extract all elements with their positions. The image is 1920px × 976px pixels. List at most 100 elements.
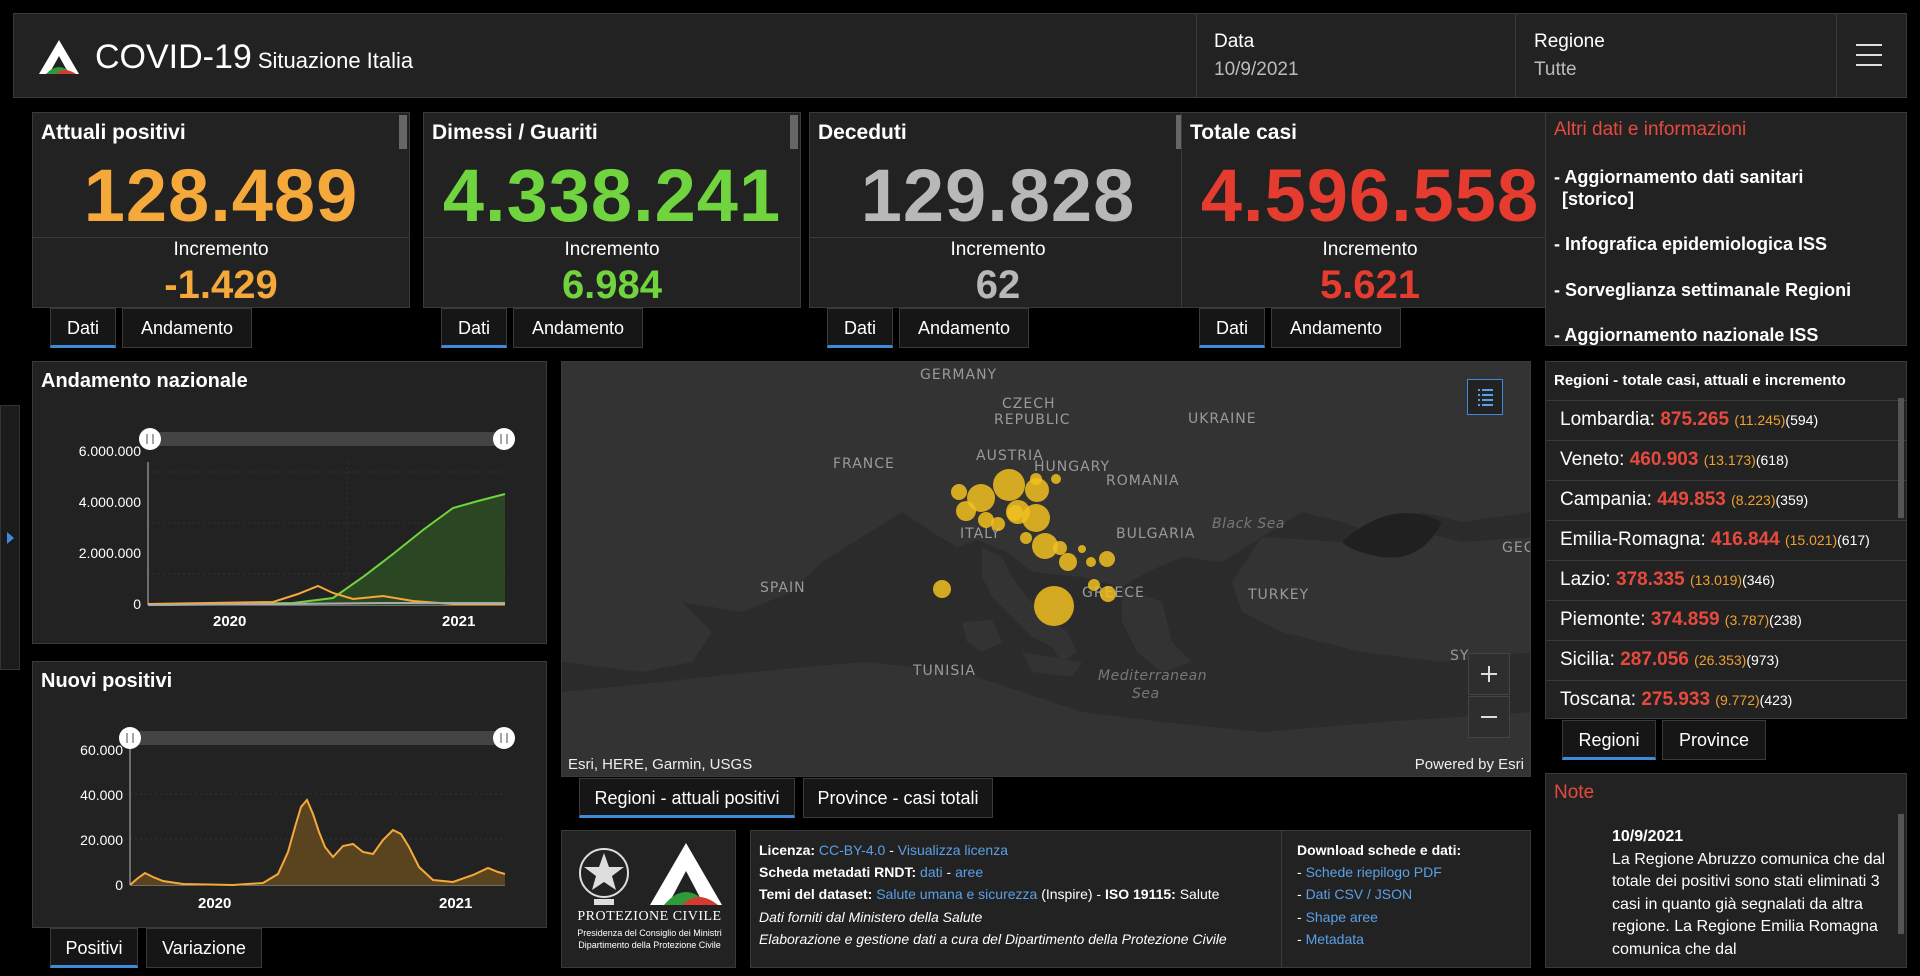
map-bubble[interactable]	[1078, 545, 1086, 553]
tab-andamento[interactable]: Andamento	[513, 308, 643, 348]
note-panel: Note 10/9/2021 La Regione Abruzzo comuni…	[1545, 773, 1907, 968]
info-link[interactable]: - Infografica epidemiologica ISS	[1554, 234, 1828, 254]
map-bubble[interactable]	[1051, 474, 1061, 484]
divider	[33, 237, 409, 238]
map-label: AUSTRIA	[976, 448, 1044, 464]
map-powered-by[interactable]: Powered by Esri	[1414, 756, 1524, 773]
map-bubble[interactable]	[1007, 505, 1023, 521]
legend-list-icon[interactable]	[1467, 379, 1503, 415]
region-row[interactable]: Emilia-Romagna: 416.844 (15.021)(617)	[1546, 520, 1906, 560]
hamburger-menu-icon[interactable]	[1856, 44, 1882, 66]
map-bubble[interactable]	[1099, 551, 1115, 567]
tab-andamento[interactable]: Andamento	[899, 308, 1029, 348]
temi-line: Temi del dataset: Salute umana e sicurez…	[759, 883, 1219, 906]
map-bubble[interactable]	[978, 512, 994, 528]
separator: -	[885, 842, 898, 858]
info-link[interactable]: [storico]	[1562, 189, 1634, 209]
region-row[interactable]: Lombardia: 875.265 (11.245)(594)	[1546, 400, 1906, 440]
scheda-aree-link[interactable]: aree	[955, 864, 984, 880]
map-bubble[interactable]	[951, 484, 967, 500]
tab-regioni-attuali-positivi[interactable]: Regioni - attuali positivi	[579, 778, 795, 818]
y-tick-label: 4.000.000	[78, 494, 141, 510]
download-link[interactable]: Shape aree	[1305, 909, 1378, 925]
app-header: COVID-19 Situazione Italia Data 10/9/2021…	[13, 13, 1907, 98]
map-bubble[interactable]	[1059, 553, 1077, 571]
map-label: SPAIN	[760, 580, 806, 596]
divider	[1281, 831, 1282, 967]
licenza-link[interactable]: CC-BY-4.0	[818, 842, 886, 858]
info-link[interactable]: - Aggiornamento dati sanitari	[1554, 167, 1804, 187]
dati-forniti: Dati forniti dal Ministero della Salute	[759, 909, 983, 925]
map-bubble[interactable]	[1053, 541, 1067, 555]
scrollbar[interactable]	[1898, 814, 1904, 934]
chevron-right-icon	[7, 532, 14, 544]
tab-variazione[interactable]: Variazione	[146, 928, 262, 968]
tab-dati[interactable]: Dati	[1199, 308, 1265, 348]
region-value[interactable]: Tutte	[1534, 59, 1577, 80]
region-row[interactable]: Piemonte: 374.859 (3.787)(238)	[1546, 600, 1906, 640]
header-separator	[1196, 14, 1197, 97]
map-bubble[interactable]	[933, 580, 951, 598]
tab-province-casi-totali[interactable]: Province - casi totali	[803, 778, 993, 818]
map-bubble[interactable]	[993, 469, 1025, 501]
scrollbar[interactable]	[1898, 398, 1904, 518]
map-bubble[interactable]	[1030, 473, 1042, 485]
download-item: - Shape aree	[1297, 906, 1378, 929]
region-row[interactable]: Veneto: 460.903 (13.173)(618)	[1546, 440, 1906, 480]
y-tick-label: 0	[133, 596, 141, 612]
tab-andamento[interactable]: Andamento	[1271, 308, 1401, 348]
x-tick-label: 2020	[198, 895, 232, 912]
range-slider-track[interactable]	[148, 432, 505, 446]
note-text: La Regione Abruzzo comunica che dal tota…	[1612, 850, 1886, 958]
range-slider-track[interactable]	[130, 731, 505, 745]
region-row[interactable]: Lazio: 378.335 (13.019)(346)	[1546, 560, 1906, 600]
tab-dati[interactable]: Dati	[827, 308, 893, 348]
zoom-in-icon[interactable]	[1468, 653, 1510, 695]
range-slider-handle[interactable]	[119, 727, 141, 749]
download-link[interactable]: Metadata	[1305, 931, 1364, 947]
region-row[interactable]: Sicilia: 287.056 (26.353)(973)	[1546, 640, 1906, 680]
map-bubble[interactable]	[1034, 586, 1074, 626]
scheda-label: Scheda metadati RNDT:	[759, 864, 917, 880]
regions-heading: Regioni - totale casi, attuali e increme…	[1554, 372, 1846, 389]
map-bubble[interactable]	[1100, 586, 1116, 602]
tab-regioni[interactable]: Regioni	[1562, 720, 1656, 760]
tab-andamento[interactable]: Andamento	[122, 308, 252, 348]
info-link[interactable]: - Aggiornamento nazionale ISS	[1554, 325, 1819, 345]
scheda-dati-link[interactable]: dati	[920, 864, 943, 880]
range-slider-handle[interactable]	[493, 727, 515, 749]
zoom-out-icon[interactable]	[1468, 696, 1510, 738]
map-bubble[interactable]	[1088, 579, 1100, 591]
map-bubble[interactable]	[1086, 557, 1096, 567]
info-link[interactable]: - Sorveglianza settimanale Regioni	[1554, 280, 1852, 300]
map-bubble[interactable]	[991, 517, 1005, 531]
download-link[interactable]: Dati CSV / JSON	[1305, 886, 1413, 902]
info-title: Altri dati e informazioni	[1554, 119, 1747, 140]
region-total: 275.933	[1641, 689, 1711, 710]
tab-dati[interactable]: Dati	[50, 308, 116, 348]
tab-province[interactable]: Province	[1662, 720, 1766, 760]
tab-dati[interactable]: Dati	[441, 308, 507, 348]
x-tick-label: 2020	[213, 613, 247, 630]
side-panel-toggle[interactable]	[0, 405, 20, 670]
map-bubble[interactable]	[956, 501, 976, 521]
map-bubble[interactable]	[1020, 532, 1032, 544]
scrollbar[interactable]	[1176, 115, 1184, 149]
map-view[interactable]: GERMANY CZECH REPUBLIC UKRAINE FRANCE AU…	[561, 361, 1531, 777]
scrollbar[interactable]	[790, 115, 798, 149]
tab-positivi[interactable]: Positivi	[50, 928, 138, 968]
region-row[interactable]: Campania: 449.853 (8.223)(359)	[1546, 480, 1906, 520]
view-licence-link[interactable]: Visualizza licenza	[897, 842, 1009, 858]
map-bubble[interactable]	[1025, 478, 1049, 502]
app-title: COVID-19 Situazione Italia	[95, 38, 413, 77]
range-slider-handle[interactable]	[493, 428, 515, 450]
range-slider-handle[interactable]	[139, 428, 161, 450]
region-row[interactable]: Toscana: 275.933 (9.772)(423)	[1546, 680, 1906, 718]
map-bubble[interactable]	[1032, 533, 1058, 559]
download-link[interactable]: Schede riepilogo PDF	[1305, 864, 1442, 880]
scrollbar[interactable]	[399, 115, 407, 149]
date-value[interactable]: 10/9/2021	[1214, 59, 1299, 80]
chart-andamento-nazionale: Andamento nazionale 6.000.000 4.000.000 …	[32, 361, 547, 644]
map-basemap	[562, 362, 1530, 776]
temi-link[interactable]: Salute umana e sicurezza	[876, 886, 1038, 902]
